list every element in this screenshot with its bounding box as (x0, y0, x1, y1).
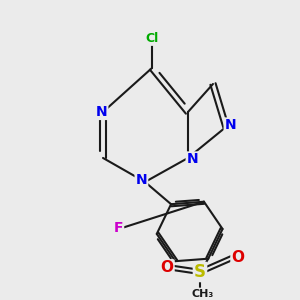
Text: S: S (194, 263, 206, 281)
Text: F: F (114, 221, 123, 235)
Text: O: O (232, 250, 244, 266)
Text: O: O (160, 260, 173, 275)
Text: N: N (96, 105, 107, 119)
Text: N: N (136, 173, 147, 188)
Text: Cl: Cl (146, 32, 159, 45)
Text: N: N (225, 118, 236, 133)
Text: CH₃: CH₃ (192, 289, 214, 298)
Text: N: N (187, 152, 198, 167)
